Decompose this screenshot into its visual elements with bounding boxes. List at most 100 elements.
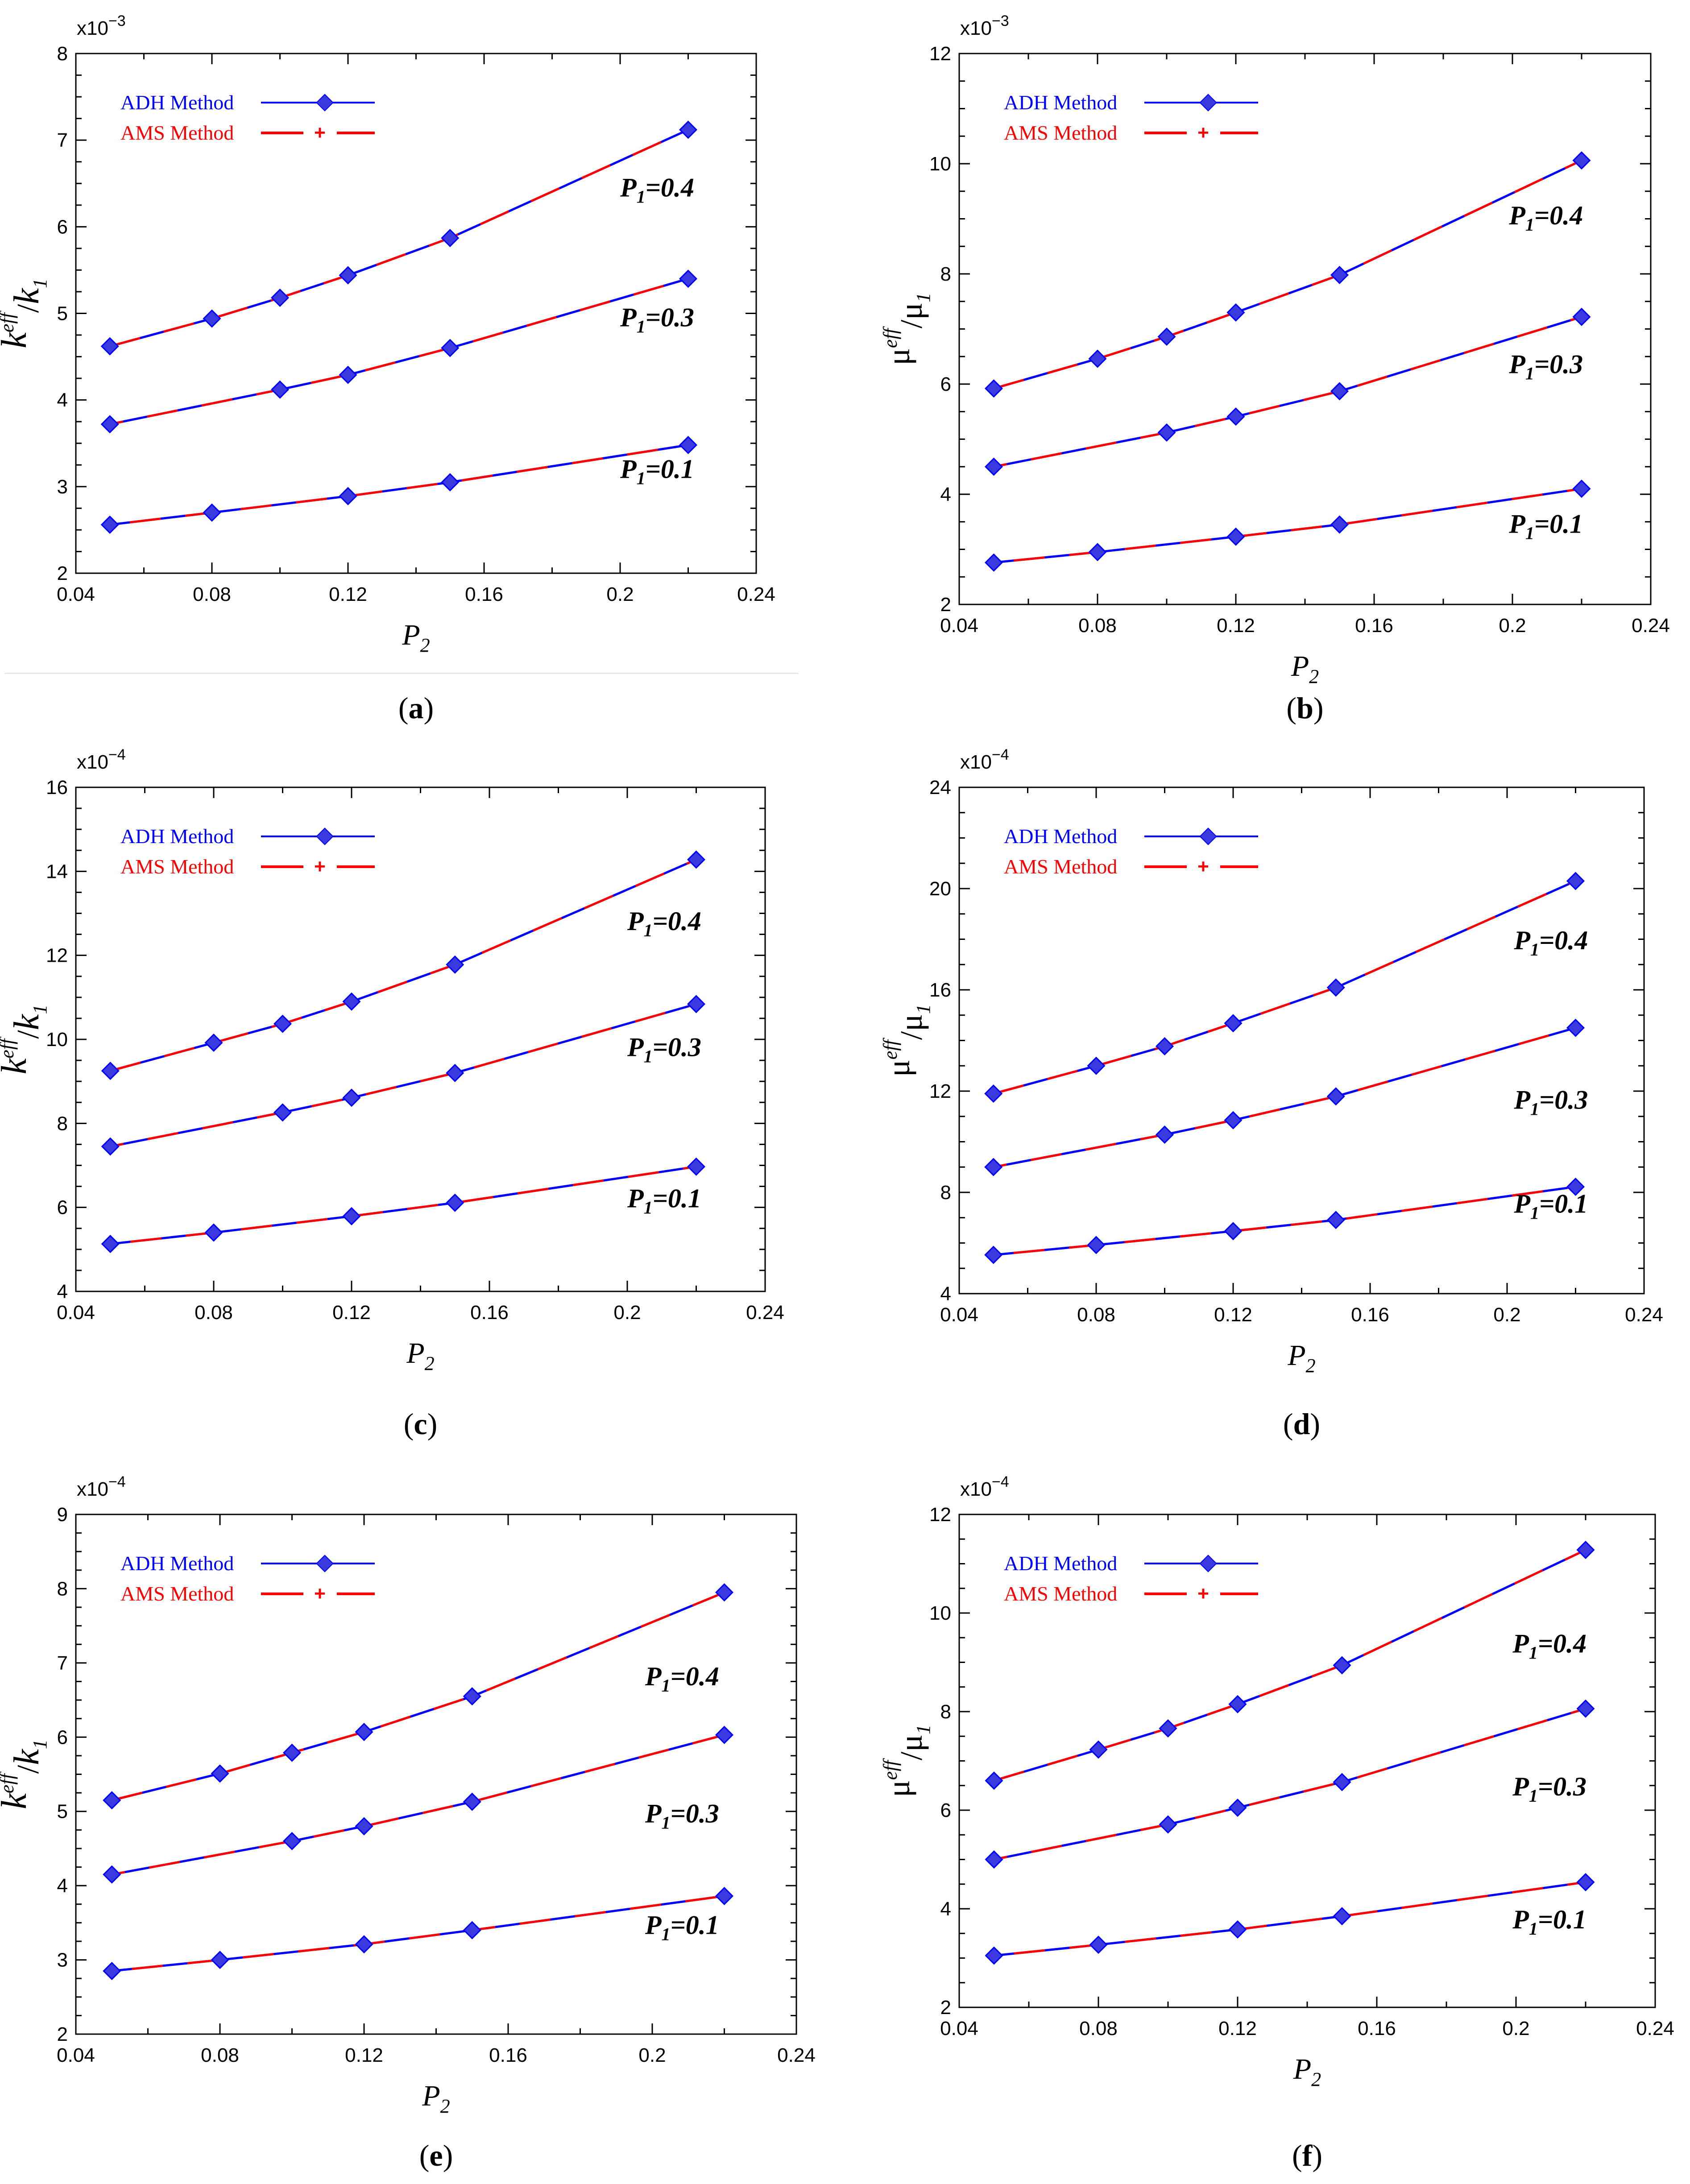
data-point-marker — [463, 1792, 481, 1811]
y-tick-label: 12 — [46, 945, 68, 967]
legend-ams-marker: + — [314, 1583, 326, 1605]
chart-panel-f: 0.04 0.08 0.12 0.16 0.2 0.24 2 4 6 8 10 12 x10−4 P2 μe… — [879, 1473, 1674, 2172]
y-tick-label: 10 — [929, 153, 951, 175]
x-tick-label: 0.12 — [1214, 1304, 1252, 1326]
data-point-marker — [1224, 1222, 1243, 1241]
data-point-marker — [1330, 382, 1349, 401]
panel-caption: (b) — [1286, 691, 1323, 725]
y-axis-label: keff/k1 — [0, 278, 51, 348]
series-adh-line — [994, 1881, 1586, 1957]
data-point-marker — [342, 1207, 361, 1225]
data-point-marker — [463, 1687, 481, 1706]
data-point-marker — [211, 1764, 229, 1783]
data-point-marker — [984, 1158, 1003, 1176]
x-tick-label: 0.16 — [465, 583, 503, 605]
x-tick-label: 0.16 — [470, 1302, 509, 1324]
data-point-marker — [463, 1921, 481, 1940]
series-adh-line — [110, 858, 697, 1072]
series-ams-line — [109, 277, 689, 426]
data-point-marker — [1088, 349, 1107, 368]
series-adh-line — [993, 159, 1582, 390]
data-point-marker — [1566, 1178, 1585, 1196]
y-tick-label: 4 — [940, 1898, 951, 1920]
y-tick-label: 4 — [57, 389, 68, 411]
x-tick-label: 0.04 — [940, 615, 978, 637]
data-point-marker — [1224, 1111, 1243, 1129]
y-tick-label: 4 — [57, 1875, 68, 1897]
data-point-marker — [715, 1583, 734, 1602]
data-point-marker — [203, 309, 221, 328]
data-point-marker — [1157, 423, 1176, 442]
data-point-marker — [103, 1865, 121, 1884]
y-tick-label: 7 — [57, 129, 68, 151]
series-adh-line — [112, 1733, 725, 1876]
axis-multiplier: x10−4 — [77, 1473, 126, 1500]
y-axis-label: keff/k1 — [0, 1005, 51, 1074]
legend-ams-marker: + — [314, 856, 326, 877]
y-tick-label: 8 — [940, 1182, 951, 1204]
series-label: P1=0.3 — [1508, 349, 1583, 383]
y-tick-label: 8 — [940, 1701, 951, 1723]
y-tick-label: 14 — [46, 860, 68, 882]
data-point-marker — [103, 1791, 121, 1810]
axis-multiplier: x10−4 — [77, 746, 126, 773]
series-ams-line — [112, 1894, 725, 1972]
panel-a-bottom-rule — [4, 673, 799, 674]
data-point-marker — [1226, 303, 1245, 322]
data-point-marker — [270, 380, 290, 399]
x-tick-label: 0.12 — [329, 583, 367, 605]
series-label: P1=0.3 — [1513, 1085, 1588, 1119]
y-tick-label: 6 — [57, 1726, 68, 1748]
chart-panel-d: 0.04 0.08 0.12 0.16 0.2 0.24 4 8 12 16 20 24 x10−4 P2… — [879, 746, 1663, 1441]
axis-multiplier: x10−3 — [960, 12, 1009, 39]
data-point-marker — [1572, 480, 1591, 498]
series-adh-line — [993, 1026, 1576, 1168]
x-tick-label: 0.24 — [746, 1302, 784, 1324]
legend-ams-marker: + — [1197, 856, 1209, 877]
series-label: P1=0.1 — [620, 454, 694, 488]
series-label: P1=0.1 — [627, 1184, 701, 1218]
y-tick-label: 12 — [929, 43, 951, 65]
legend-adh-marker — [316, 1555, 334, 1572]
series-label: P1=0.1 — [645, 1910, 719, 1944]
series-ams-line — [994, 315, 1582, 468]
data-point-marker — [282, 1743, 302, 1762]
series-label: P1=0.1 — [1508, 509, 1583, 543]
x-tick-label: 0.08 — [193, 583, 231, 605]
data-point-marker — [687, 1157, 706, 1176]
x-tick-label: 0.2 — [1502, 2018, 1529, 2039]
legend-ams-label: AMS Method — [120, 855, 234, 878]
data-point-marker — [1326, 1211, 1345, 1229]
series-adh-line — [110, 444, 688, 526]
x-tick-label: 0.16 — [489, 2044, 527, 2066]
series-ams-line — [994, 1708, 1586, 1861]
chart-panel-a: 0.04 0.08 0.12 0.16 0.2 0.24 2 3 4 5 6 7 8 x10−3 P2 kef… — [0, 12, 775, 725]
data-point-marker — [100, 415, 119, 434]
y-tick-label: 2 — [57, 563, 68, 584]
data-point-marker — [1228, 1798, 1247, 1817]
y-axis-label: μeff/μ1 — [879, 1725, 934, 1797]
data-point-marker — [101, 1235, 120, 1253]
data-point-marker — [1333, 1656, 1351, 1675]
series-ams-line — [110, 444, 688, 526]
x-tick-label: 0.08 — [1079, 2018, 1118, 2039]
data-point-marker — [1087, 1236, 1106, 1254]
data-point-marker — [1155, 1125, 1174, 1144]
legend-ams-marker: + — [1197, 122, 1209, 144]
legend-adh-marker — [1199, 827, 1217, 845]
y-tick-label: 8 — [57, 1113, 68, 1134]
y-tick-label: 4 — [940, 484, 951, 505]
data-point-marker — [1228, 1920, 1247, 1939]
y-tick-label: 10 — [929, 1602, 951, 1624]
data-point-marker — [339, 365, 357, 384]
x-tick-label: 0.24 — [1636, 2018, 1674, 2039]
data-point-marker — [441, 229, 460, 248]
y-tick-label: 10 — [46, 1029, 68, 1051]
axis-multiplier: x10−4 — [960, 746, 1009, 773]
x-tick-label: 0.2 — [613, 1302, 641, 1324]
data-point-marker — [339, 266, 357, 285]
x-axis-label: P2 — [1291, 650, 1319, 687]
data-point-marker — [342, 992, 361, 1011]
axis-multiplier: x10−4 — [960, 1473, 1009, 1500]
